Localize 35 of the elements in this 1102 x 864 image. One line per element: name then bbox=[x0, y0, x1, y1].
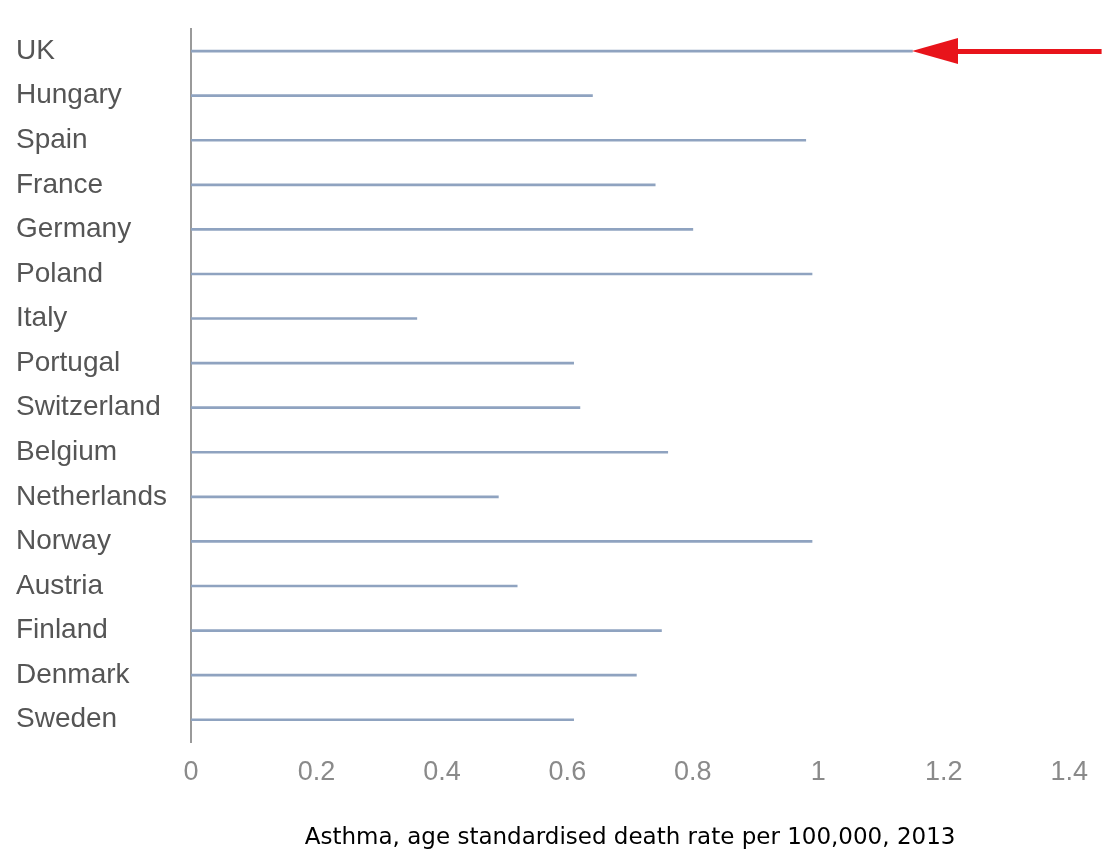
y-tick-label: Portugal bbox=[16, 345, 121, 377]
bar bbox=[190, 629, 662, 632]
y-tick-label: Switzerland bbox=[16, 390, 161, 422]
y-tick-label: Netherlands bbox=[16, 479, 167, 511]
bar bbox=[190, 228, 694, 231]
y-tick-label: Sweden bbox=[16, 702, 118, 734]
y-tick-label: Poland bbox=[16, 256, 104, 288]
x-tick-label: 0.6 bbox=[548, 755, 587, 786]
y-tick-label: Belgium bbox=[16, 434, 118, 466]
x-tick-label: 1.4 bbox=[1050, 755, 1089, 786]
bar bbox=[190, 406, 581, 410]
y-tick-label: Norway bbox=[16, 524, 111, 556]
y-tick-label: Denmark bbox=[16, 657, 131, 689]
y-tick-label: Austria bbox=[16, 568, 104, 600]
y-tick-label: Finland bbox=[16, 613, 108, 645]
bar bbox=[190, 138, 807, 142]
bar bbox=[190, 540, 813, 543]
y-tick-label: Italy bbox=[16, 301, 68, 333]
y-tick-label: Spain bbox=[16, 122, 88, 154]
y-tick-label: Germany bbox=[16, 212, 132, 244]
x-tick-label: 1.2 bbox=[924, 755, 963, 786]
x-tick-label: 0.8 bbox=[674, 755, 712, 786]
x-tick-label: 0.2 bbox=[297, 755, 336, 786]
x-tick-label: 0.4 bbox=[423, 755, 461, 786]
x-tick-label: 0 bbox=[183, 755, 199, 786]
bar bbox=[190, 317, 418, 320]
bar bbox=[190, 450, 669, 454]
y-tick-label: France bbox=[16, 167, 104, 199]
y-tick-label: UK bbox=[16, 33, 56, 65]
bar bbox=[190, 183, 656, 187]
bar bbox=[190, 718, 574, 722]
bar bbox=[190, 94, 593, 97]
y-tick-label: Hungary bbox=[16, 78, 122, 110]
x-tick-label: 1 bbox=[810, 755, 826, 786]
x-axis-title: Asthma, age standardised death rate per 100,000, 2013 bbox=[304, 823, 956, 850]
